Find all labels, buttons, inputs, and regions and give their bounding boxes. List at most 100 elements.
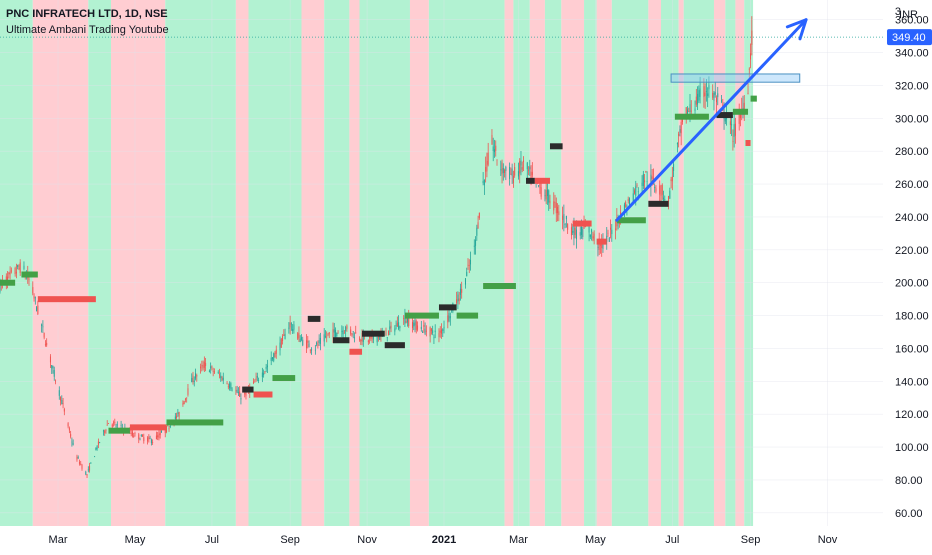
candle-body	[646, 181, 648, 183]
candle-body	[386, 337, 388, 339]
candle-body	[476, 227, 478, 236]
candle-body	[413, 322, 415, 327]
candle-body	[705, 91, 707, 92]
level-dark	[362, 330, 385, 337]
candle-body	[721, 100, 723, 102]
candle-body	[593, 233, 595, 241]
candle-body	[336, 332, 338, 337]
candle-body	[196, 375, 198, 377]
candle-body	[293, 324, 295, 330]
candle-body	[458, 298, 460, 302]
candle-body	[71, 441, 73, 443]
candle-body	[637, 191, 639, 193]
level-dark	[384, 342, 405, 349]
candle-body	[46, 342, 48, 346]
candle-body	[140, 434, 142, 437]
trend-arrow-head	[785, 18, 808, 41]
candle-body	[747, 92, 749, 95]
candle-body	[599, 244, 601, 246]
candle-body	[555, 202, 557, 214]
candle-body	[150, 439, 152, 443]
indicator-name[interactable]: Ultimate Ambani Trading Youtube	[6, 24, 169, 36]
candle-body	[158, 433, 160, 439]
candle-body	[102, 430, 104, 432]
candle-body	[176, 415, 178, 418]
currency-label[interactable]: 3INR	[894, 6, 920, 21]
candle-body	[734, 123, 736, 136]
candle-body	[670, 179, 672, 181]
candle-body	[152, 442, 154, 443]
candle-body	[697, 93, 699, 105]
candle-body	[689, 104, 691, 112]
candle-body	[212, 371, 214, 372]
candle-body	[280, 339, 282, 348]
candle-body	[404, 315, 406, 324]
candle-body	[94, 456, 96, 458]
candle-body	[10, 270, 12, 272]
candle-body	[23, 265, 25, 269]
candle-body	[712, 92, 714, 98]
candle-body	[324, 336, 326, 338]
level-dark	[438, 304, 457, 311]
bear-band	[648, 0, 661, 526]
candle-body	[182, 403, 184, 405]
candle-body	[610, 227, 612, 230]
candle-body	[602, 240, 604, 249]
candle-body	[403, 318, 405, 319]
candle-body	[679, 129, 681, 133]
candle-body	[588, 226, 590, 233]
candle-body	[213, 371, 215, 373]
level-green	[483, 283, 516, 290]
candle-body	[615, 228, 617, 230]
candle-body	[538, 185, 540, 187]
level-green	[21, 271, 38, 278]
candle-body	[415, 321, 417, 330]
candle-body	[222, 377, 224, 381]
bear-band	[596, 0, 612, 526]
candle-body	[87, 469, 89, 471]
candle-body	[362, 334, 364, 342]
candle-body	[148, 436, 150, 440]
candle-body	[341, 330, 343, 332]
candle-body	[229, 383, 231, 388]
candle-body	[284, 333, 286, 339]
candle-body	[342, 330, 344, 335]
bull-band	[248, 0, 302, 526]
scale-mark: 3	[894, 6, 902, 18]
candle-body	[67, 423, 69, 427]
bull-band	[544, 0, 562, 526]
candle-body	[290, 323, 292, 325]
candle-body	[227, 386, 229, 388]
candle-body	[208, 370, 210, 373]
candle-body	[509, 166, 511, 180]
level-red	[745, 140, 751, 147]
symbol-title[interactable]: PNC INFRATECH LTD, 1D, NSE	[6, 8, 168, 20]
bull-band	[165, 0, 236, 526]
candle-body	[714, 91, 716, 95]
candle-body	[258, 380, 260, 382]
candle-body	[133, 435, 135, 437]
candle-body	[396, 322, 398, 327]
candle-body	[732, 141, 734, 143]
candle-body	[275, 349, 277, 354]
candle-body	[482, 181, 484, 184]
bear-band	[735, 0, 745, 526]
candle-body	[531, 171, 533, 176]
candle-body	[335, 329, 337, 337]
candle-body	[650, 174, 652, 187]
bull-band	[725, 0, 736, 526]
candle-body	[58, 390, 60, 396]
candle-body	[113, 422, 115, 424]
candle-body	[511, 168, 513, 177]
candle-body	[449, 316, 451, 319]
candle-body	[42, 326, 44, 328]
x-tick-label: Jul	[205, 534, 219, 546]
candle-body	[96, 446, 98, 449]
level-red	[349, 348, 363, 355]
candle-body	[644, 180, 646, 183]
candle-body	[459, 288, 461, 295]
candle-body	[688, 111, 690, 113]
candle-body	[17, 265, 19, 267]
y-tick-label: 240.00	[895, 212, 929, 224]
